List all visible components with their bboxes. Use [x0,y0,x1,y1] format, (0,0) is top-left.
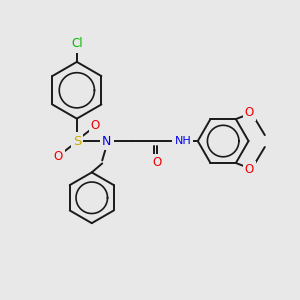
Text: O: O [152,156,161,169]
Text: S: S [73,134,81,148]
Text: NH: NH [175,136,191,146]
Text: O: O [245,106,254,119]
Text: O: O [54,150,63,163]
Text: N: N [102,134,111,148]
Text: O: O [245,163,254,176]
Text: Cl: Cl [71,38,83,50]
Text: O: O [91,119,100,132]
